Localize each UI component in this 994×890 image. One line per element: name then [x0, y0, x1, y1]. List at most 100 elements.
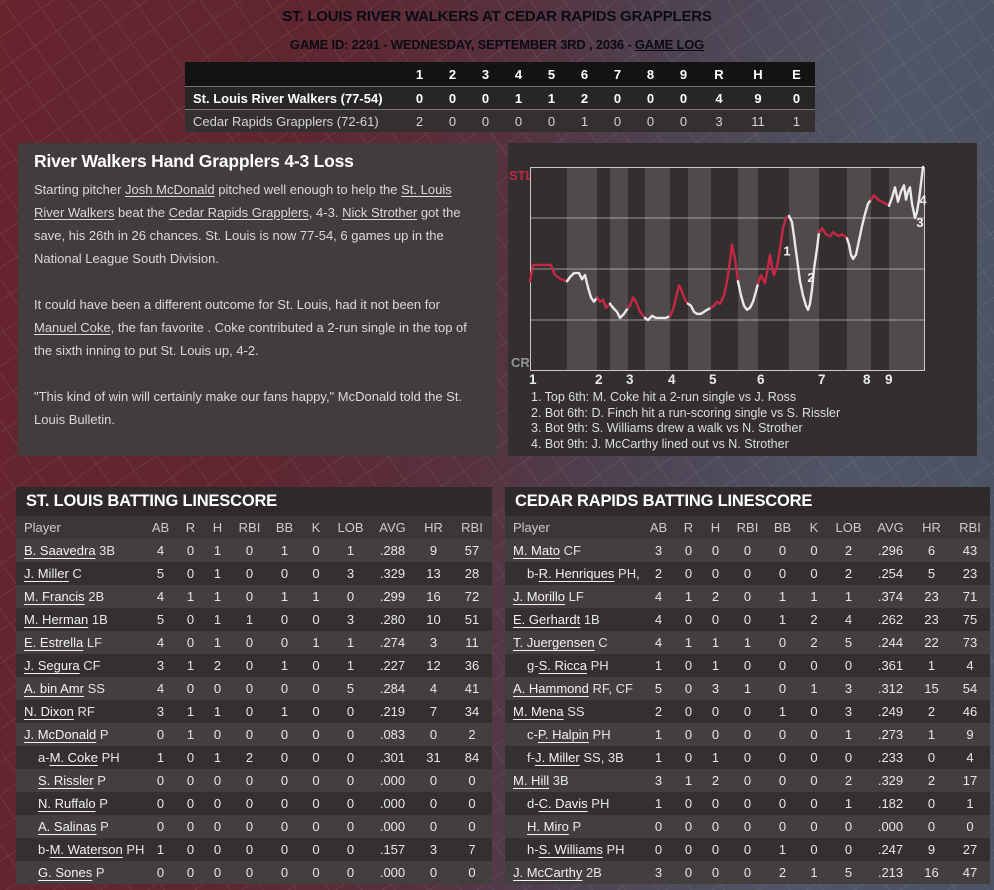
- stat-cell: 0: [346, 773, 355, 788]
- player-link[interactable]: C. Davis: [538, 796, 588, 811]
- player-link[interactable]: A. Hammond: [513, 681, 589, 696]
- player-link[interactable]: M. Mato: [513, 543, 560, 558]
- player-link[interactable]: M. Herman: [24, 612, 89, 627]
- player-cell: T. Juergensen C: [505, 631, 642, 654]
- stat-cell: 1: [927, 727, 936, 742]
- stat-cell: 9: [966, 727, 974, 742]
- table-row: H. Miro P 0 0 0 0 0 0 0 .000 0 0: [505, 815, 990, 838]
- stat-cell: .329: [379, 566, 406, 581]
- inning-score-cell: 0: [646, 90, 655, 106]
- stat-cell: 23: [924, 612, 939, 627]
- table-row: J. McDonald P 0 1 0 0 0 0 0 .083 0 2: [16, 723, 492, 746]
- stat-cell: 72: [464, 589, 480, 604]
- stat-cell: 2: [245, 750, 254, 765]
- column-header: HR: [415, 516, 452, 539]
- player-link[interactable]: H. Miro: [527, 819, 569, 834]
- stat-cell: 0: [844, 819, 853, 834]
- stat-cell: 0: [927, 796, 936, 811]
- player-link[interactable]: S. Williams: [538, 842, 603, 857]
- player-cell: M. Herman 1B: [16, 608, 144, 631]
- stat-cell: 4: [966, 750, 974, 765]
- stat-cell: 0: [778, 727, 787, 742]
- player-link[interactable]: M. Coke: [49, 750, 98, 765]
- player-link[interactable]: M. Hill: [513, 773, 550, 788]
- stat-cell: .361: [877, 658, 904, 673]
- article-link[interactable]: Nick Strother: [342, 205, 418, 220]
- table-row: A. bin Amr SS 4 0 0 0 0 0 5 .284 4 41: [16, 677, 492, 700]
- player-link[interactable]: M. Mena: [513, 704, 564, 719]
- inning-column-header: 7: [613, 66, 622, 82]
- article-link[interactable]: Manuel Coke: [34, 320, 111, 335]
- inning-score-cell: 2: [580, 90, 589, 106]
- stat-cell: 0: [743, 589, 752, 604]
- position-label: P: [96, 727, 109, 742]
- player-link[interactable]: G. Sones: [38, 865, 93, 880]
- stat-cell: 0: [186, 773, 195, 788]
- player-link[interactable]: J. McCarthy: [513, 865, 583, 880]
- stat-cell: 0: [468, 819, 476, 834]
- player-link[interactable]: N. Dixon: [24, 704, 74, 719]
- stat-cell: 0: [684, 865, 693, 880]
- cr-winprob-segment: [643, 314, 672, 322]
- stat-cell: 4: [429, 681, 438, 696]
- stat-cell: 0: [280, 727, 289, 742]
- column-header: K: [301, 516, 331, 539]
- player-link[interactable]: J. Segura: [24, 658, 80, 673]
- player-link[interactable]: E. Estrella: [24, 635, 84, 650]
- player-cell: E. Estrella LF: [16, 631, 144, 654]
- player-link[interactable]: J. Morillo: [513, 589, 566, 604]
- stl-winprob-segment: [595, 296, 612, 309]
- table-row: M. Mato CF 3 0 0 0 0 0 2 .296 6 43: [505, 539, 990, 562]
- stat-cell: 2: [711, 773, 720, 788]
- player-link[interactable]: A. Salinas: [38, 819, 97, 834]
- player-link[interactable]: J. Miller: [24, 566, 69, 581]
- table-row: M. Herman 1B 5 0 1 1 0 0 3.280 10 51: [16, 608, 492, 631]
- inning-score-cell: 1: [514, 90, 523, 106]
- stat-cell: 0: [245, 773, 254, 788]
- article-link[interactable]: St. Louis River Walkers: [34, 182, 452, 220]
- inning-column-header: 8: [646, 66, 655, 82]
- stat-cell: 1: [927, 658, 936, 673]
- player-link[interactable]: M. Waterson: [49, 842, 123, 857]
- player-link[interactable]: N. Ruffalo: [38, 796, 96, 811]
- player-link[interactable]: J. McDonald: [24, 727, 97, 742]
- inning-column-header: 1: [415, 66, 424, 82]
- stat-cell: 0: [743, 727, 752, 742]
- player-link[interactable]: S. Rissler: [38, 773, 94, 788]
- stat-cell: .000: [379, 865, 406, 880]
- stat-cell: 23: [962, 566, 978, 581]
- player-link[interactable]: T. Juergensen: [513, 635, 595, 650]
- player-cell: S. Rissler P: [16, 769, 144, 792]
- player-link[interactable]: S. Ricca: [538, 658, 587, 673]
- stat-cell: 1: [844, 589, 853, 604]
- player-cell: J. Morillo LF: [505, 585, 642, 608]
- player-link[interactable]: R. Henriques: [538, 566, 615, 581]
- stat-cell: 84: [464, 750, 480, 765]
- e-column-header: E: [792, 66, 801, 82]
- player-link[interactable]: J. Miller: [534, 750, 580, 765]
- stat-cell: 0: [245, 704, 254, 719]
- stat-cell: 1: [684, 589, 693, 604]
- stat-cell: 2: [844, 543, 853, 558]
- inning-score-cell: 0: [679, 90, 688, 106]
- cr-winprob-segment: [608, 302, 630, 320]
- player-link[interactable]: B. Saavedra: [24, 543, 96, 558]
- stat-cell: 1: [312, 589, 320, 604]
- stl-winprob-segment: [817, 226, 849, 240]
- player-link[interactable]: A. bin Amr: [24, 681, 84, 696]
- stl-winprob-segment: [626, 296, 647, 320]
- player-link[interactable]: E. Gerhardt: [513, 612, 581, 627]
- stat-cell: 0: [810, 543, 818, 558]
- stat-cell: 3: [156, 658, 165, 673]
- article-link[interactable]: Cedar Rapids Grapplers: [168, 205, 309, 220]
- position-label: P: [92, 865, 105, 880]
- player-link[interactable]: P. Halpin: [537, 727, 589, 742]
- article-link[interactable]: Josh McDonald: [125, 182, 215, 197]
- pinch-prefix: a-: [38, 750, 50, 765]
- game-log-link[interactable]: GAME LOG: [634, 37, 705, 52]
- stat-cell: 0: [711, 727, 720, 742]
- player-link[interactable]: M. Francis: [24, 589, 85, 604]
- stat-cell: 0: [280, 842, 289, 857]
- table-row: S. Rissler P 0 0 0 0 0 0 0 .000 0 0: [16, 769, 492, 792]
